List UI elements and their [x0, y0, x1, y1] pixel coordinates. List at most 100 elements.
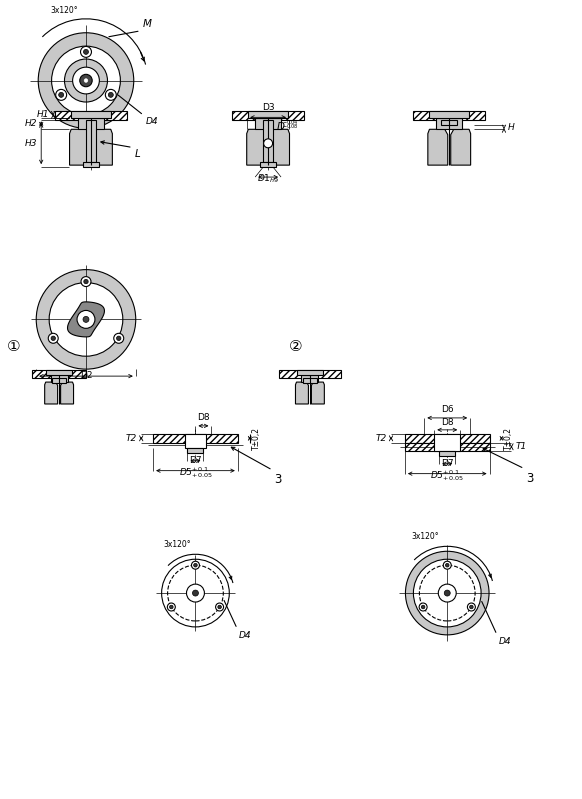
Circle shape [59, 93, 63, 97]
Text: D8: D8 [197, 413, 210, 422]
Text: D2: D2 [80, 372, 92, 380]
Circle shape [470, 605, 473, 609]
Text: $D1_{h9}$: $D1_{h9}$ [257, 172, 279, 185]
Text: T2: T2 [126, 434, 137, 443]
Text: 3x120°: 3x120° [50, 6, 78, 15]
Text: D4: D4 [239, 631, 252, 640]
Circle shape [419, 603, 427, 611]
Bar [83, 162, 99, 167]
Bar [78, 118, 104, 129]
Circle shape [80, 46, 91, 58]
Polygon shape [269, 129, 289, 165]
Circle shape [83, 316, 89, 322]
Text: ①: ① [6, 339, 20, 354]
Bar [441, 121, 457, 125]
Circle shape [56, 89, 66, 101]
Bar [52, 378, 66, 383]
Circle shape [84, 78, 88, 82]
Polygon shape [45, 382, 58, 404]
Bar [297, 370, 323, 375]
Circle shape [443, 561, 451, 569]
Text: M: M [143, 19, 152, 29]
Polygon shape [311, 382, 324, 404]
Text: 3x120°: 3x120° [411, 532, 439, 541]
Bar [55, 111, 127, 121]
Text: D4: D4 [499, 637, 512, 646]
Text: $D$: $D$ [276, 120, 286, 132]
Bar [405, 443, 489, 451]
Bar [32, 370, 87, 378]
Bar [86, 121, 96, 162]
Bar [232, 111, 304, 121]
Circle shape [194, 563, 197, 567]
Circle shape [191, 561, 200, 569]
Text: H1: H1 [37, 110, 49, 119]
Circle shape [193, 590, 198, 596]
Text: L: L [135, 149, 140, 159]
Circle shape [84, 280, 88, 284]
Text: $^{-0.04}_{-0.08}$: $^{-0.04}_{-0.08}$ [282, 119, 299, 132]
Polygon shape [247, 129, 267, 165]
Text: 3: 3 [275, 473, 282, 486]
Circle shape [168, 565, 223, 621]
Bar [71, 111, 111, 118]
Circle shape [49, 283, 123, 356]
Circle shape [444, 590, 450, 596]
Circle shape [77, 311, 95, 328]
Bar [260, 162, 276, 167]
Bar [413, 111, 485, 121]
Text: D7: D7 [189, 455, 202, 465]
Text: H3: H3 [24, 139, 37, 149]
Circle shape [218, 605, 221, 609]
Bar [434, 434, 460, 451]
Circle shape [421, 605, 425, 609]
Bar [46, 370, 72, 375]
Polygon shape [70, 129, 90, 165]
Bar [439, 451, 455, 455]
Circle shape [264, 139, 272, 148]
Text: D7: D7 [441, 459, 453, 467]
Circle shape [168, 603, 175, 611]
Bar [430, 111, 469, 118]
Circle shape [52, 46, 120, 115]
Text: T±0,2: T±0,2 [503, 427, 513, 450]
Circle shape [169, 605, 173, 609]
Polygon shape [296, 382, 308, 404]
Circle shape [438, 584, 456, 602]
Circle shape [83, 50, 88, 54]
Text: $D5^{+0.1}_{+0.05}$: $D5^{+0.1}_{+0.05}$ [431, 467, 464, 483]
Text: H2: H2 [24, 119, 37, 129]
Polygon shape [93, 129, 112, 165]
Text: D8: D8 [441, 418, 453, 427]
Circle shape [36, 269, 136, 369]
Bar [248, 111, 288, 118]
Bar [263, 121, 273, 162]
Circle shape [413, 559, 481, 627]
Circle shape [38, 33, 134, 129]
Bar [153, 434, 238, 443]
Bar [51, 375, 68, 382]
Polygon shape [68, 302, 104, 337]
Circle shape [51, 336, 55, 340]
Polygon shape [428, 129, 448, 165]
Bar [301, 375, 318, 382]
Circle shape [81, 276, 91, 287]
Bar [184, 434, 207, 447]
Bar [405, 434, 489, 443]
Bar [279, 370, 341, 378]
Text: ②: ② [289, 339, 303, 354]
Text: D4: D4 [146, 117, 158, 126]
Bar [255, 118, 281, 129]
Text: D3: D3 [262, 103, 275, 113]
Text: T2: T2 [376, 434, 387, 443]
Circle shape [116, 336, 121, 340]
Text: D6: D6 [441, 405, 453, 414]
Circle shape [113, 333, 124, 344]
Circle shape [80, 74, 92, 87]
Text: $D5^{+0.1}_{+0.05}$: $D5^{+0.1}_{+0.05}$ [179, 465, 212, 479]
Circle shape [73, 67, 100, 94]
Text: 3: 3 [526, 471, 534, 485]
Circle shape [406, 551, 489, 635]
Bar [187, 447, 204, 453]
Text: H: H [508, 123, 514, 132]
